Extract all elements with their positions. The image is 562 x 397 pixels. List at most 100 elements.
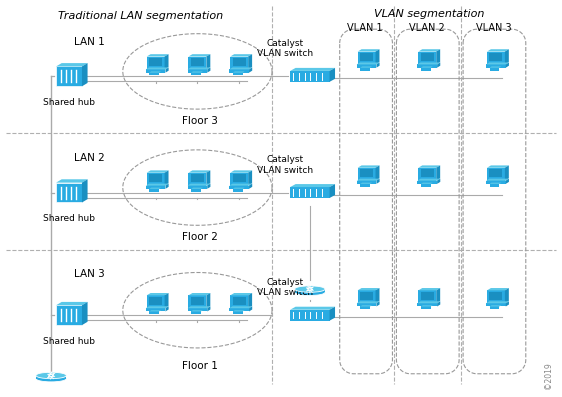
FancyBboxPatch shape (290, 310, 329, 321)
Polygon shape (233, 71, 244, 73)
Polygon shape (207, 184, 210, 189)
Text: LAN 2: LAN 2 (74, 153, 105, 163)
FancyBboxPatch shape (421, 53, 434, 61)
FancyBboxPatch shape (357, 64, 377, 67)
FancyBboxPatch shape (229, 69, 249, 73)
Polygon shape (233, 310, 244, 311)
Polygon shape (229, 184, 252, 185)
FancyBboxPatch shape (418, 52, 436, 64)
Polygon shape (437, 301, 440, 306)
Polygon shape (188, 54, 210, 56)
Polygon shape (188, 67, 210, 69)
Polygon shape (360, 183, 372, 184)
Polygon shape (230, 54, 252, 56)
Polygon shape (437, 179, 440, 184)
Polygon shape (375, 288, 379, 303)
Polygon shape (418, 49, 440, 52)
Polygon shape (146, 184, 169, 185)
Polygon shape (207, 67, 210, 73)
Polygon shape (329, 68, 335, 82)
FancyBboxPatch shape (191, 297, 204, 305)
FancyBboxPatch shape (146, 185, 165, 189)
Polygon shape (188, 306, 210, 308)
FancyBboxPatch shape (421, 67, 430, 71)
Polygon shape (249, 67, 252, 73)
FancyBboxPatch shape (149, 174, 162, 182)
Text: Floor 2: Floor 2 (183, 232, 219, 242)
FancyBboxPatch shape (149, 58, 162, 66)
FancyBboxPatch shape (233, 58, 246, 66)
Polygon shape (436, 49, 440, 64)
Polygon shape (249, 306, 252, 311)
Polygon shape (486, 62, 509, 64)
Text: Catalyst
VLAN switch: Catalyst VLAN switch (257, 39, 313, 58)
FancyBboxPatch shape (233, 189, 243, 192)
FancyBboxPatch shape (188, 308, 207, 311)
Polygon shape (149, 71, 161, 73)
Polygon shape (146, 306, 169, 308)
Polygon shape (490, 66, 501, 67)
Polygon shape (357, 179, 379, 181)
FancyBboxPatch shape (56, 66, 82, 86)
FancyBboxPatch shape (360, 306, 370, 309)
FancyBboxPatch shape (230, 173, 248, 185)
Polygon shape (375, 49, 379, 64)
Polygon shape (191, 71, 203, 73)
Text: VLAN segmentation: VLAN segmentation (374, 10, 484, 19)
Polygon shape (165, 293, 169, 308)
FancyBboxPatch shape (294, 289, 325, 292)
Polygon shape (206, 293, 210, 308)
FancyBboxPatch shape (486, 303, 506, 306)
Text: Catalyst
VLAN switch: Catalyst VLAN switch (257, 278, 313, 297)
Polygon shape (248, 170, 252, 185)
Polygon shape (191, 188, 203, 189)
Polygon shape (165, 54, 169, 69)
Polygon shape (290, 307, 335, 310)
Polygon shape (188, 170, 210, 173)
FancyBboxPatch shape (360, 67, 370, 71)
Polygon shape (490, 183, 501, 184)
Polygon shape (206, 54, 210, 69)
Polygon shape (290, 184, 335, 187)
FancyBboxPatch shape (230, 295, 248, 308)
FancyBboxPatch shape (486, 64, 506, 67)
Text: VLAN 3: VLAN 3 (476, 23, 512, 33)
FancyBboxPatch shape (421, 184, 430, 187)
Polygon shape (377, 301, 379, 306)
Polygon shape (486, 301, 509, 303)
FancyBboxPatch shape (490, 67, 500, 71)
Ellipse shape (294, 286, 325, 292)
FancyBboxPatch shape (421, 292, 434, 300)
FancyBboxPatch shape (191, 189, 201, 192)
Polygon shape (329, 184, 335, 198)
FancyBboxPatch shape (146, 308, 165, 311)
FancyBboxPatch shape (188, 173, 206, 185)
Polygon shape (505, 49, 509, 64)
FancyBboxPatch shape (290, 187, 329, 198)
FancyBboxPatch shape (191, 73, 201, 75)
FancyBboxPatch shape (418, 168, 436, 181)
FancyBboxPatch shape (360, 53, 373, 61)
Text: Catalyst
VLAN switch: Catalyst VLAN switch (257, 155, 313, 175)
Polygon shape (82, 179, 88, 202)
Polygon shape (487, 49, 509, 52)
Polygon shape (165, 67, 169, 73)
FancyBboxPatch shape (490, 184, 500, 187)
FancyBboxPatch shape (233, 311, 243, 314)
Polygon shape (191, 310, 203, 311)
FancyBboxPatch shape (233, 297, 246, 305)
FancyBboxPatch shape (233, 73, 243, 75)
FancyBboxPatch shape (149, 311, 159, 314)
Polygon shape (188, 184, 210, 185)
Text: VLAN 2: VLAN 2 (409, 23, 445, 33)
Text: Traditional LAN segmentation: Traditional LAN segmentation (58, 12, 223, 21)
Text: Shared hub: Shared hub (43, 98, 95, 107)
FancyBboxPatch shape (147, 295, 165, 308)
Ellipse shape (36, 372, 66, 379)
Polygon shape (233, 188, 244, 189)
Polygon shape (490, 305, 501, 306)
Polygon shape (146, 67, 169, 69)
Polygon shape (56, 179, 88, 183)
Polygon shape (436, 288, 440, 303)
Polygon shape (436, 166, 440, 181)
